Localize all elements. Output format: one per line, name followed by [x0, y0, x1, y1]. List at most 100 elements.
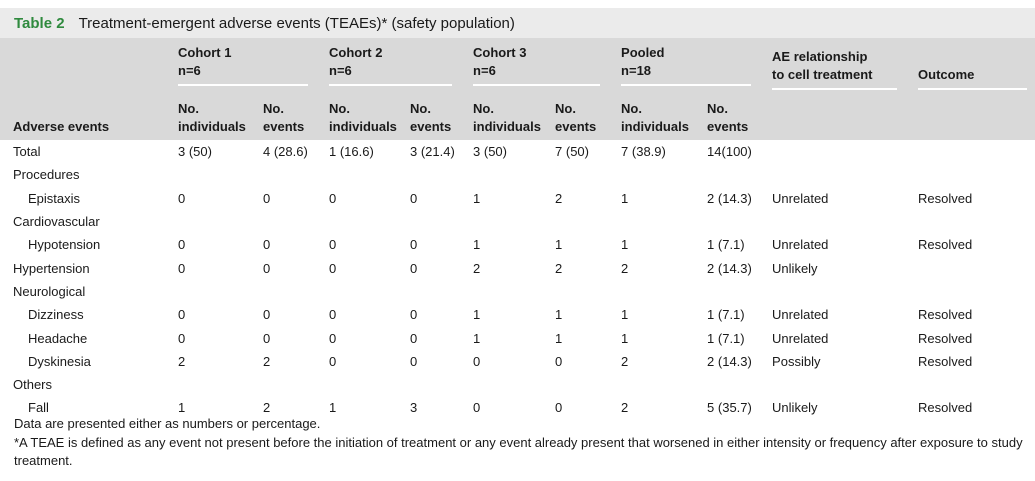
- cell: 0: [178, 190, 186, 206]
- table-title: Treatment-emergent adverse events (TEAEs…: [78, 14, 515, 32]
- cell: 2 (14.3): [707, 190, 752, 206]
- cell: Unrelated: [772, 330, 829, 346]
- header-line: Outcome: [918, 67, 975, 82]
- cell: 1: [621, 237, 629, 253]
- cell: 3 (21.4): [410, 144, 455, 160]
- empty-cell: [165, 280, 1035, 303]
- cell: Resolved: [918, 330, 973, 346]
- cell: 0: [329, 237, 337, 253]
- cell: 0: [178, 260, 186, 276]
- cell: 0: [329, 330, 337, 346]
- empty-cell: [759, 140, 1035, 163]
- header-line: No.: [473, 101, 494, 116]
- cell: 2: [473, 260, 481, 276]
- cell: 2: [178, 353, 186, 369]
- header-line: n=6: [473, 63, 496, 78]
- header-line: individuals: [329, 119, 397, 134]
- row-label: Cardiovascular: [13, 214, 100, 230]
- cell: 2 (14.3): [707, 353, 752, 369]
- cell: 1: [555, 237, 563, 253]
- header-line: Cohort 1: [178, 45, 232, 60]
- cell: Unlikely: [772, 260, 818, 276]
- cell: 0: [329, 190, 337, 206]
- cell: 1: [473, 330, 481, 346]
- footnotes: Data are presented either as numbers or …: [14, 415, 1024, 471]
- cell: 0: [263, 330, 271, 346]
- cell: 0: [263, 307, 271, 323]
- data-table: Adverse events Cohort 1 n=6 Cohort 2 n=6 Coho…: [0, 38, 1035, 420]
- row-label: Hypertension: [13, 260, 90, 276]
- header-line: No.: [621, 101, 642, 116]
- cell: 1: [178, 400, 186, 416]
- cell: Unrelated: [772, 190, 829, 206]
- cell: 0: [410, 353, 418, 369]
- header-line: No.: [410, 101, 431, 116]
- cell: 2: [263, 353, 271, 369]
- header-line: individuals: [621, 119, 689, 134]
- cell: 1: [555, 307, 563, 323]
- cell: 0: [263, 260, 271, 276]
- cell: 0: [410, 190, 418, 206]
- cell: 7 (50): [555, 144, 589, 160]
- cell: 0: [178, 237, 186, 253]
- cell: 1: [621, 330, 629, 346]
- row-label: Others: [13, 377, 53, 393]
- cell: 0: [410, 237, 418, 253]
- cell: 0: [329, 307, 337, 323]
- row-label: Headache: [28, 330, 88, 346]
- group-header: Pooled n=18: [608, 38, 760, 90]
- group-header: Cohort 3 n=6: [460, 38, 609, 90]
- cell: 2 (14.3): [707, 260, 752, 276]
- row-label: Fall: [28, 400, 49, 416]
- group-header: Outcome: [905, 38, 1035, 140]
- cell: 0: [329, 353, 337, 369]
- table-row: Dyskinesia 2 2 0 0 0 0 2 2 (14.3) Possibly Resolve…: [0, 350, 1035, 373]
- cell: 1 (16.6): [329, 144, 374, 160]
- header-line: to cell treatment: [772, 67, 873, 82]
- footnote: Data are presented either as numbers or …: [14, 416, 321, 431]
- cell: Resolved: [918, 190, 973, 206]
- row-label: Epistaxis: [28, 190, 81, 206]
- header-line: AE relationship: [772, 49, 868, 64]
- header-line: individuals: [178, 119, 246, 134]
- cell: 2: [555, 190, 563, 206]
- cell: 0: [410, 307, 418, 323]
- cell: Resolved: [918, 353, 973, 369]
- sub-header: No. individuals: [316, 90, 398, 140]
- row-label: Hypotension: [28, 237, 101, 253]
- group-header-box: Cohort 2 n=6: [329, 44, 453, 86]
- group-header: Cohort 2 n=6: [316, 38, 461, 90]
- table-row: Hypotension 0 0 0 0 1 1 1 1 (7.1) Unrelated Resolv…: [0, 233, 1035, 256]
- group-header-box: Cohort 3 n=6: [473, 44, 601, 86]
- header-line: events: [555, 119, 597, 134]
- sub-header: No. events: [694, 90, 760, 140]
- cell: 0: [263, 237, 271, 253]
- group-header-box: AE relationship to cell treatment: [772, 44, 898, 90]
- cell: 0: [178, 307, 186, 323]
- title-bar: Table 2 Treatment-emergent adverse event…: [0, 8, 1035, 38]
- cell: 1: [621, 307, 629, 323]
- cell: 1 (7.1): [707, 307, 745, 323]
- row-label: Dizziness: [28, 307, 84, 323]
- table-label: Table 2: [14, 14, 65, 32]
- table-row: Neurological: [0, 280, 1035, 303]
- sub-header: No. events: [250, 90, 317, 140]
- sub-header: No. events: [397, 90, 461, 140]
- cell: Unrelated: [772, 237, 829, 253]
- cell: 1: [473, 237, 481, 253]
- cell: 0: [178, 330, 186, 346]
- cell: 2: [621, 260, 629, 276]
- cell: 3: [410, 400, 418, 416]
- header-line: Pooled: [621, 45, 665, 60]
- group-header: AE relationship to cell treatment: [759, 38, 906, 140]
- table-row: Headache 0 0 0 0 1 1 1 1 (7.1) Unrelated Resolved: [0, 326, 1035, 349]
- cell: 0: [410, 260, 418, 276]
- cell: Resolved: [918, 400, 973, 416]
- header-line: n=6: [329, 63, 352, 78]
- sub-header: No. individuals: [165, 90, 250, 140]
- cell: Resolved: [918, 307, 973, 323]
- group-header-box: Pooled n=18: [621, 44, 752, 86]
- cell: 2: [263, 400, 271, 416]
- row-header: Adverse events: [0, 38, 165, 140]
